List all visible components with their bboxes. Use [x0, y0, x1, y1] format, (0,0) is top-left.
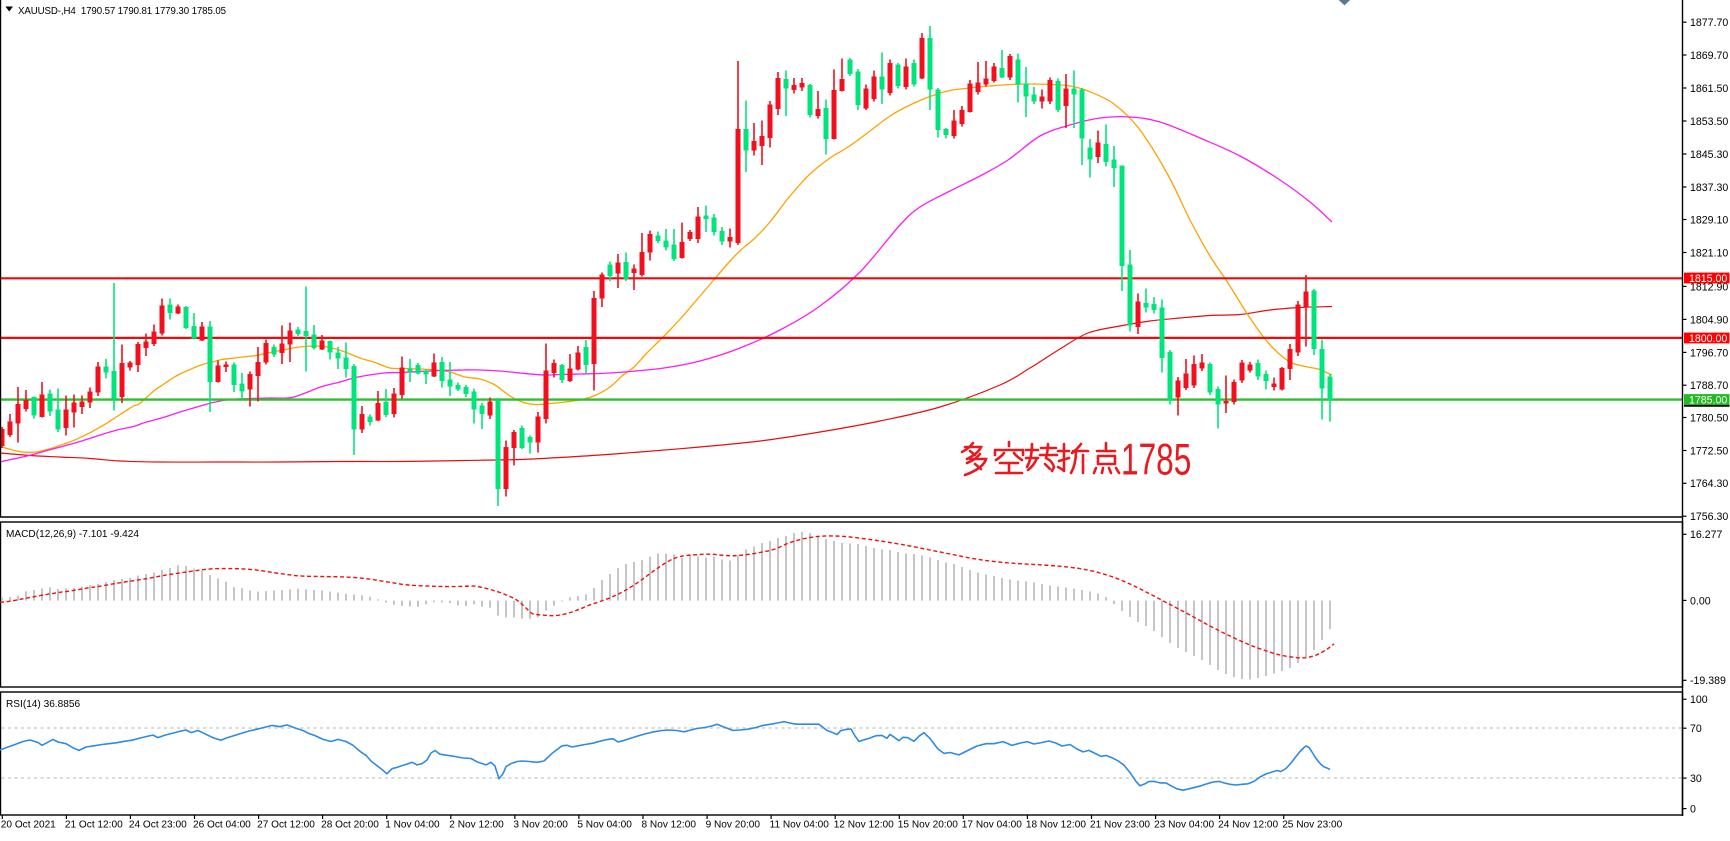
svg-text:1804.90: 1804.90 [1690, 314, 1728, 326]
svg-text:0: 0 [1690, 804, 1696, 816]
svg-text:1845.30: 1845.30 [1690, 149, 1728, 161]
svg-text:1780.50: 1780.50 [1690, 412, 1728, 424]
svg-text:9 Nov 20:00: 9 Nov 20:00 [706, 819, 761, 830]
svg-text:15 Nov 20:00: 15 Nov 20:00 [898, 819, 958, 830]
svg-text:1796.70: 1796.70 [1690, 347, 1728, 359]
svg-text:1764.30: 1764.30 [1690, 478, 1728, 490]
svg-text:24 Nov 12:00: 24 Nov 12:00 [1218, 819, 1278, 830]
svg-text:24 Oct 23:00: 24 Oct 23:00 [129, 819, 187, 830]
svg-text:XAUUSD-,H4 1790.57 1790.81 17: XAUUSD-,H4 1790.57 1790.81 1779.30 1785.… [18, 6, 226, 17]
svg-text:RSI(14) 36.8856: RSI(14) 36.8856 [6, 699, 80, 710]
svg-text:100: 100 [1690, 694, 1708, 706]
svg-text:12 Nov 12:00: 12 Nov 12:00 [834, 819, 894, 830]
svg-text:11 Nov 04:00: 11 Nov 04:00 [770, 819, 830, 830]
svg-text:0.00: 0.00 [1690, 595, 1711, 607]
svg-text:30: 30 [1690, 773, 1702, 785]
svg-text:1772.50: 1772.50 [1690, 445, 1728, 457]
svg-text:70: 70 [1690, 723, 1702, 735]
svg-text:1800.00: 1800.00 [1689, 333, 1727, 345]
svg-text:21 Nov 23:00: 21 Nov 23:00 [1090, 819, 1150, 830]
svg-text:1837.30: 1837.30 [1690, 182, 1728, 194]
svg-text:1861.50: 1861.50 [1690, 83, 1728, 95]
svg-text:1785.00: 1785.00 [1689, 394, 1727, 406]
svg-text:26 Oct 04:00: 26 Oct 04:00 [193, 819, 251, 830]
svg-text:1853.50: 1853.50 [1690, 116, 1728, 128]
svg-text:1812.90: 1812.90 [1690, 281, 1728, 293]
svg-text:1785: 1785 [1121, 435, 1191, 485]
svg-text:8 Nov 12:00: 8 Nov 12:00 [642, 819, 697, 830]
svg-text:17 Nov 04:00: 17 Nov 04:00 [962, 819, 1022, 830]
svg-text:1829.10: 1829.10 [1690, 214, 1728, 226]
svg-text:25 Nov 23:00: 25 Nov 23:00 [1282, 819, 1342, 830]
svg-text:1756.30: 1756.30 [1690, 511, 1728, 523]
svg-text:23 Nov 04:00: 23 Nov 04:00 [1154, 819, 1214, 830]
svg-text:1877.70: 1877.70 [1690, 17, 1728, 29]
svg-text:28 Oct 20:00: 28 Oct 20:00 [321, 819, 379, 830]
svg-text:18 Nov 12:00: 18 Nov 12:00 [1026, 819, 1086, 830]
svg-text:5 Nov 04:00: 5 Nov 04:00 [577, 819, 632, 830]
svg-text:1869.70: 1869.70 [1690, 50, 1728, 62]
svg-text:21 Oct 12:00: 21 Oct 12:00 [65, 819, 123, 830]
svg-text:20 Oct 2021: 20 Oct 2021 [1, 819, 56, 830]
svg-text:1815.00: 1815.00 [1689, 273, 1727, 285]
svg-text:1788.70: 1788.70 [1690, 380, 1728, 392]
svg-text:2 Nov 12:00: 2 Nov 12:00 [449, 819, 504, 830]
svg-text:1821.10: 1821.10 [1690, 247, 1728, 259]
svg-text:MACD(12,26,9) -7.101 -9.424: MACD(12,26,9) -7.101 -9.424 [6, 529, 139, 540]
svg-text:27 Oct 12:00: 27 Oct 12:00 [257, 819, 315, 830]
svg-text:3 Nov 20:00: 3 Nov 20:00 [513, 819, 568, 830]
svg-text:16.277: 16.277 [1690, 529, 1723, 541]
svg-text:-19.389: -19.389 [1690, 675, 1726, 687]
svg-text:1 Nov 04:00: 1 Nov 04:00 [385, 819, 440, 830]
